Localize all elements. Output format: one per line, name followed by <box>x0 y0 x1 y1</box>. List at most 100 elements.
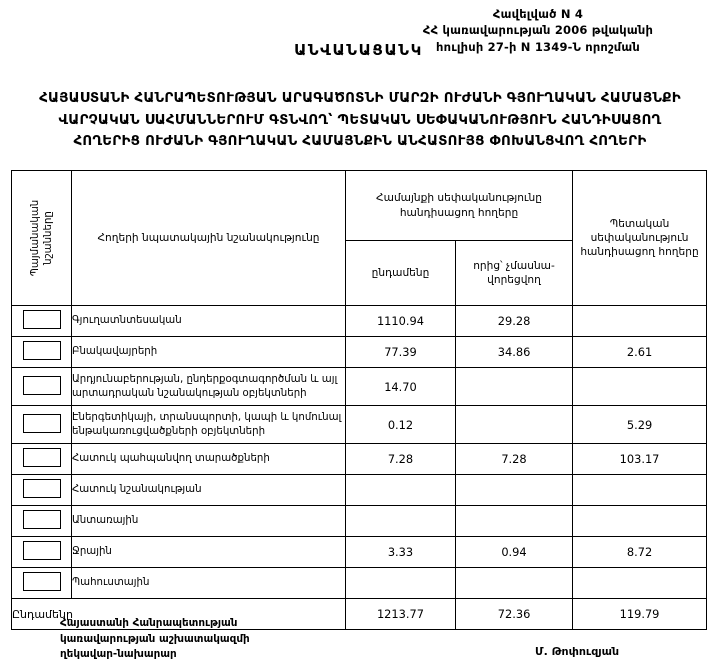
symbol-cell <box>11 367 72 406</box>
land-purpose-line-1: Ջրային <box>72 546 112 558</box>
land-purpose-cell: Հատուկ նշանակության <box>71 474 346 506</box>
community-total-cell: 77.39 <box>345 336 456 368</box>
state-cell <box>572 567 708 599</box>
header-community-line-2: հանդիսացող հողերը <box>399 206 519 219</box>
land-purpose-line-1: Հատուկ նշանակության <box>72 484 202 496</box>
header-community-ownership-group: Համայնքի սեփականությունը հանդիսացող հողե… <box>344 170 574 241</box>
symbol-cell <box>11 474 72 506</box>
header-symbols-line-1: Պայմանական <box>29 199 41 277</box>
header-nonprivatized-line-2: վորեցվող <box>487 274 541 286</box>
symbol-cell <box>11 536 72 568</box>
table-row: Արդյունաբերության, ընդերքօգտագործման և ա… <box>11 367 708 406</box>
state-cell: 2.61 <box>572 336 708 368</box>
table-row: Էներգետիկայի, տրանսպորտի, կապի և կոմունա… <box>11 405 708 444</box>
community-total-cell <box>345 505 456 537</box>
state-cell: 8.72 <box>572 536 708 568</box>
symbol-box-icon <box>22 479 61 498</box>
land-purpose-line-2: արտադրական նշանակության օբյեկտների <box>72 387 307 399</box>
header-community-line-1: Համայնքի սեփականությունը <box>376 192 542 205</box>
symbol-box-icon <box>22 541 61 560</box>
land-purpose-line-1: Գյուղատնտեսական <box>72 315 182 327</box>
symbol-box-icon <box>22 510 61 529</box>
nonprivatized-cell <box>454 567 574 599</box>
symbol-cell <box>11 336 72 368</box>
state-cell <box>572 474 708 506</box>
land-purpose-line-2: ենթակառուցվածքների օբյեկտների <box>72 425 266 437</box>
table-row: Անտառային <box>11 505 708 537</box>
symbol-box-icon <box>22 572 61 591</box>
document-reference-block: Հավելված N 4 ՀՀ կառավարության 2006 թվակա… <box>373 6 703 55</box>
state-cell <box>572 505 708 537</box>
total-community-total-cell: 1213.77 <box>345 598 456 630</box>
land-purpose-cell: Անտառային <box>71 505 346 537</box>
state-cell <box>572 305 708 337</box>
nonprivatized-cell <box>454 474 574 506</box>
header-land-purpose: Հողերի նպատակային նշանակությունը <box>71 170 346 306</box>
nonprivatized-cell: 0.94 <box>454 536 574 568</box>
land-purpose-line-1: Արդյունաբերության, ընդերքօգտագործման և ա… <box>72 373 338 385</box>
symbol-box-icon <box>22 341 61 360</box>
symbol-box-icon <box>22 448 61 467</box>
land-purpose-line-1: Բնակավայրերի <box>72 346 158 358</box>
symbol-box-icon <box>22 413 61 433</box>
community-total-cell: 0.12 <box>345 405 456 444</box>
symbol-cell <box>11 443 72 475</box>
table-row: Բնակավայրերի 77.39 34.86 2.61 <box>11 336 708 368</box>
header-nonprivatized-line-1: որից՝ չմասնա- <box>473 259 555 272</box>
land-purpose-line-1: Պահուստային <box>72 577 150 589</box>
nonprivatized-cell <box>454 505 574 537</box>
community-total-cell <box>345 474 456 506</box>
symbol-box-icon <box>22 310 61 329</box>
land-purpose-cell: Գյուղատնտեսական <box>71 305 346 337</box>
table-row: Հատուկ նշանակության <box>11 474 708 506</box>
nonprivatized-cell <box>454 367 574 406</box>
table-row: Ջրային 3.33 0.94 8.72 <box>11 536 708 568</box>
table-header: Պայմանական նշանները Հողերի նպատակային նշ… <box>11 170 708 306</box>
header-symbols-line-2: նշանները <box>42 211 54 265</box>
land-purpose-cell: Հատուկ պահպանվող տարածքների <box>71 443 346 475</box>
header-symbols: Պայմանական նշանները <box>11 170 72 306</box>
nonprivatized-cell: 29.28 <box>454 305 574 337</box>
header-community-total: ընդամենը <box>345 240 456 306</box>
header-community-nonprivatized: որից՝ չմասնա- վորեցվող <box>454 240 574 306</box>
header-state-ownership: Պետական սեփականություն հանդիսացող հողերը <box>572 170 708 306</box>
reference-line-annex: Հավելված N 4 <box>492 7 584 21</box>
header-state-line-2: սեփականություն <box>590 231 689 244</box>
land-purpose-line-1: Հատուկ պահպանվող տարածքների <box>72 453 270 465</box>
table-row: Գյուղատնտեսական 1110.94 29.28 <box>11 305 708 337</box>
land-purpose-cell: Արդյունաբերության, ընդերքօգտագործման և ա… <box>71 367 346 406</box>
land-purpose-cell: Պահուստային <box>71 567 346 599</box>
symbol-cell <box>11 505 72 537</box>
header-state-line-1: Պետական <box>609 217 670 230</box>
signer-title-line-3: ղեկավար-նախարար <box>60 648 177 661</box>
total-nonprivatized-cell: 72.36 <box>454 598 574 630</box>
table-body: Գյուղատնտեսական 1110.94 29.28 Բնակավայրե… <box>11 305 708 630</box>
table-total-row: Ընդամենը 1213.77 72.36 119.79 <box>11 598 708 630</box>
land-purpose-cell: Բնակավայրերի <box>71 336 346 368</box>
reference-line-decision: հուլիսի 27-ի N 1349-Ն որոշման <box>436 39 640 54</box>
community-total-cell: 14.70 <box>345 367 456 406</box>
symbol-cell <box>11 305 72 337</box>
land-purpose-cell: Ջրային <box>71 536 346 568</box>
symbol-cell <box>11 405 72 444</box>
header-state-line-3: հանդիսացող հողերը <box>580 246 699 259</box>
land-allocation-table: Պայմանական նշանները Հողերի նպատակային նշ… <box>11 170 708 630</box>
page-title: ՀԱՅԱՍՏԱՆԻ ՀԱՆՐԱՊԵՏՈՒԹՅԱՆ ԱՐԱԳԱԾՈՏՆԻ ՄԱՐԶ… <box>18 88 702 153</box>
state-cell: 5.29 <box>572 405 708 444</box>
community-total-cell: 3.33 <box>345 536 456 568</box>
nonprivatized-cell: 7.28 <box>454 443 574 475</box>
signer-title-block: Հայաստանի Հանրապետության կառավարության ա… <box>60 616 250 663</box>
header-symbols-rotated-text: Պայմանական նշանները <box>28 200 55 276</box>
symbol-box-icon <box>22 375 61 395</box>
community-total-cell: 1110.94 <box>345 305 456 337</box>
signer-title-line-2: կառավարության աշխատակազմի <box>60 632 250 645</box>
land-purpose-line-1: Անտառային <box>72 515 139 527</box>
table-row: Հատուկ պահպանվող տարածքների 7.28 7.28 10… <box>11 443 708 475</box>
document-kind-heading: ԱՆՎԱՆԱՑԱՆԿ <box>294 41 423 59</box>
state-cell: 103.17 <box>572 443 708 475</box>
total-state-cell: 119.79 <box>572 598 708 630</box>
reference-line-government: ՀՀ կառավարության 2006 թվականի <box>422 23 654 38</box>
title-line-2: ՎԱՐՉԱԿԱՆ ՍԱՀՄԱՆՆԵՐՈՒՄ ԳՏՆՎՈՂ՝ ՊԵՏԱԿԱՆ ՍԵ… <box>58 112 662 128</box>
signer-title-line-1: Հայաստանի Հանրապետության <box>60 617 238 629</box>
land-purpose-cell: Էներգետիկայի, տրանսպորտի, կապի և կոմունա… <box>71 405 346 444</box>
